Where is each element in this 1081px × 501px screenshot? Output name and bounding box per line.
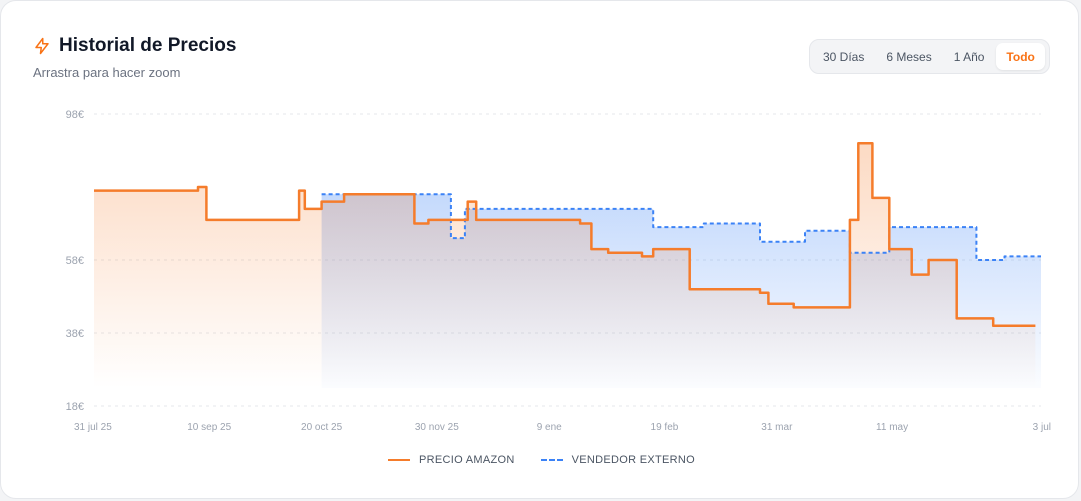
y-tick-label: 98€ [66,109,84,121]
x-tick-label: 30 nov 25 [415,422,459,433]
x-tick-label: 9 ene [537,422,562,433]
x-tick-label: 3 jul [1033,422,1051,433]
x-tick-label: 31 mar [761,422,793,433]
x-tick-label: 11 may [876,422,908,433]
lightning-icon [35,37,49,55]
y-tick-label: 18€ [66,401,84,413]
price-chart[interactable]: 98€ 58€ 38€ 18€ 31 jul 25 10 sep 25 20 oct 25 3… [1,96,1081,436]
legend-item-amazon[interactable]: PRECIO AMAZON [388,454,515,466]
legend-label-amazon: PRECIO AMAZON [419,454,515,466]
range-6-months-button[interactable]: 6 Meses [886,49,932,64]
legend-swatch-amazon [388,459,411,461]
series-amazon-line [94,141,1036,327]
legend-item-external[interactable]: VENDEDOR EXTERNO [540,454,695,466]
page-title: Historial de Precios [59,35,237,56]
range-1-year-button[interactable]: 1 Año [953,49,985,64]
y-tick-label: 58€ [66,255,84,267]
x-tick-label: 20 oct 25 [301,422,343,433]
legend-label-external: VENDEDOR EXTERNO [571,454,695,466]
x-tick-label: 31 jul 25 [74,422,112,433]
x-tick-label: 10 sep 25 [187,422,231,433]
x-tick-label: 19 feb [651,422,679,433]
series-external-line [321,193,1041,261]
range-selector: 30 Días 6 Meses 1 Año Todo [809,39,1050,74]
range-30-days-button[interactable]: 30 Días [823,49,865,64]
y-tick-label: 38€ [66,328,84,340]
header: Historial de Precios [33,35,236,57]
legend-swatch-external [540,459,563,461]
subtitle: Arrastra para hacer zoom [33,65,181,80]
series-amazon-area [94,143,1036,388]
range-all-button[interactable]: Todo [996,43,1045,70]
chart-legend: PRECIO AMAZON VENDEDOR EXTERNO [1,454,1081,466]
